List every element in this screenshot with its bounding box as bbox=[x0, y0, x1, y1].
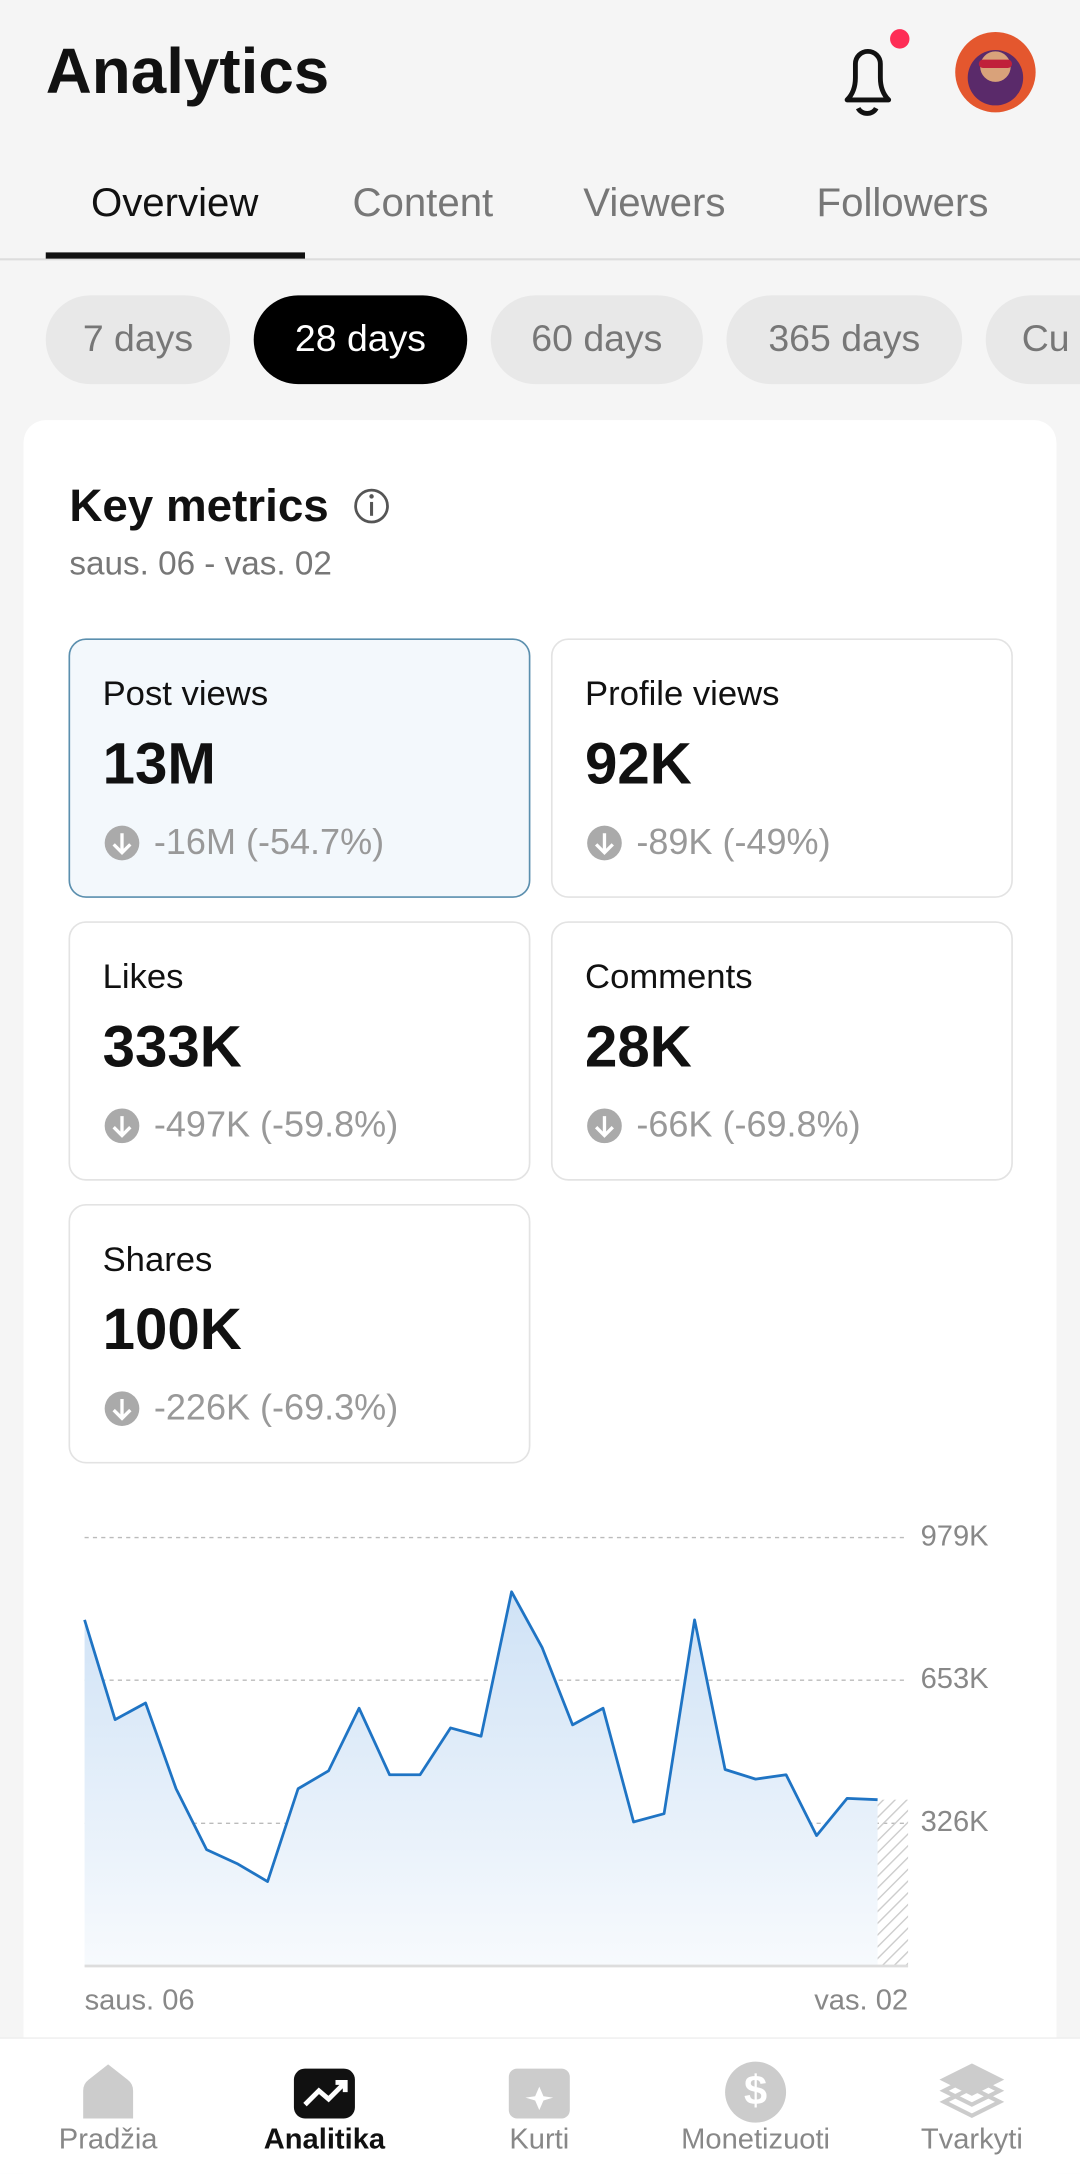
page-title: Analytics bbox=[46, 35, 330, 107]
metric-change: -89K (-49%) bbox=[636, 821, 830, 862]
bell-icon[interactable] bbox=[844, 29, 910, 116]
period-chip[interactable] bbox=[985, 295, 1080, 385]
period-chip[interactable] bbox=[490, 295, 703, 385]
y-tick-label: 979K bbox=[921, 1520, 990, 1552]
metric-box[interactable] bbox=[68, 638, 531, 898]
period-label[interactable]: 28 days bbox=[295, 317, 426, 359]
metric-box[interactable] bbox=[550, 921, 1013, 1181]
metric-label: Shares bbox=[103, 1241, 213, 1279]
partial-hatch bbox=[877, 1799, 909, 1966]
down-arrow bbox=[112, 833, 132, 856]
card-title: Key metrics bbox=[69, 480, 328, 531]
metric-change: -226K (-69.3%) bbox=[154, 1387, 398, 1428]
nav-icon-dollar: $ bbox=[744, 2067, 767, 2114]
down-arrow bbox=[112, 1116, 132, 1138]
period-chip[interactable] bbox=[726, 295, 963, 385]
info-icon[interactable] bbox=[354, 488, 389, 524]
tab[interactable]: Followers bbox=[817, 180, 989, 225]
nav-label[interactable]: Kurti bbox=[509, 2123, 569, 2155]
metric-value: 28K bbox=[585, 1014, 692, 1079]
metric-change: -66K (-69.8%) bbox=[636, 1104, 860, 1145]
nav-label[interactable]: Monetizuoti bbox=[681, 2123, 830, 2155]
nav-icon-trend bbox=[303, 2080, 348, 2107]
metric-label: Comments bbox=[585, 958, 752, 996]
metric-box[interactable] bbox=[68, 921, 531, 1181]
metric-label: Likes bbox=[103, 958, 184, 996]
metric-label: Profile views bbox=[585, 675, 779, 713]
metric-box[interactable] bbox=[68, 1204, 531, 1464]
line bbox=[83, 1590, 878, 1883]
x-tick-label: saus. 06 bbox=[85, 1985, 195, 2017]
period-label[interactable]: 365 days bbox=[768, 317, 920, 359]
metric-change: -16M (-54.7%) bbox=[154, 821, 384, 862]
period-chip[interactable] bbox=[253, 295, 468, 385]
metric-change: -497K (-59.8%) bbox=[154, 1104, 398, 1145]
metric-value: 13M bbox=[103, 732, 216, 797]
nav-icon[interactable] bbox=[725, 2061, 787, 2123]
date-range: saus. 06 - vas. 02 bbox=[69, 545, 332, 582]
x-tick-label: vas. 02 bbox=[814, 1985, 908, 2017]
avatar[interactable] bbox=[955, 31, 1036, 113]
period-chip[interactable] bbox=[45, 295, 231, 385]
nav-icon[interactable] bbox=[939, 2085, 1005, 2119]
period-label[interactable]: 60 days bbox=[531, 317, 662, 359]
tab[interactable]: Viewers bbox=[583, 180, 725, 225]
nav-icon[interactable] bbox=[939, 2063, 1005, 2096]
tab-underline bbox=[45, 252, 306, 259]
metric-box[interactable] bbox=[550, 638, 1013, 898]
area bbox=[84, 1591, 878, 1966]
y-tick-label: 653K bbox=[921, 1663, 990, 1695]
period-label[interactable]: Cu bbox=[1022, 317, 1070, 359]
down-arrow bbox=[594, 1116, 614, 1138]
tab[interactable]: Overview bbox=[91, 180, 259, 225]
tab[interactable]: Content bbox=[352, 180, 493, 225]
metric-label: Post views bbox=[103, 675, 269, 713]
down-arrow bbox=[594, 833, 614, 856]
nav-label[interactable]: Pradžia bbox=[59, 2123, 159, 2155]
period-label[interactable]: 7 days bbox=[83, 317, 193, 359]
nav-icon[interactable] bbox=[939, 2074, 1005, 2107]
metric-value: 100K bbox=[103, 1297, 242, 1362]
nav-label[interactable]: Tvarkyti bbox=[921, 2123, 1023, 2155]
nav-icon-star bbox=[525, 2086, 554, 2111]
metric-value: 333K bbox=[103, 1014, 242, 1079]
metric-value: 92K bbox=[585, 732, 692, 797]
nav-label[interactable]: Analitika bbox=[264, 2123, 386, 2155]
down-arrow bbox=[112, 1398, 132, 1421]
nav-icon[interactable] bbox=[83, 2064, 134, 2119]
y-tick-label: 326K bbox=[921, 1806, 990, 1838]
